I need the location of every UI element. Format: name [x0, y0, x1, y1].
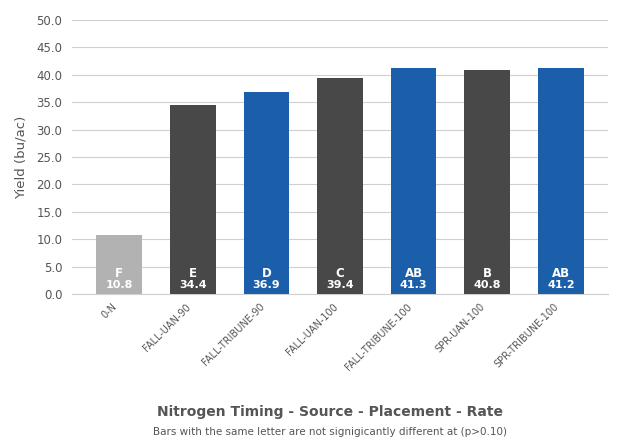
Text: D: D [262, 267, 271, 279]
Text: 41.2: 41.2 [547, 280, 574, 290]
Text: 34.4: 34.4 [179, 280, 207, 290]
Text: 39.4: 39.4 [326, 280, 354, 290]
Bar [464, 70, 510, 294]
Text: F: F [115, 267, 123, 279]
Text: Nitrogen Timing - Source - Placement - Rate: Nitrogen Timing - Source - Placement - R… [157, 405, 503, 419]
Text: E: E [189, 267, 197, 279]
Y-axis label: Yield (bu/ac): Yield (bu/ac) [15, 115, 28, 198]
Text: 41.3: 41.3 [400, 280, 427, 290]
Text: AB: AB [552, 267, 570, 279]
Bar [97, 235, 142, 294]
Text: 40.8: 40.8 [473, 280, 501, 290]
Bar [538, 68, 584, 294]
Text: Bars with the same letter are not signigicantly different at (p>0.10): Bars with the same letter are not signig… [153, 427, 507, 437]
Bar [170, 105, 216, 294]
Bar [391, 68, 437, 294]
Text: 10.8: 10.8 [105, 280, 133, 290]
Bar [317, 78, 363, 294]
Text: AB: AB [404, 267, 422, 279]
Text: 36.9: 36.9 [252, 280, 280, 290]
Text: B: B [483, 267, 492, 279]
Bar [244, 92, 289, 294]
Text: C: C [336, 267, 345, 279]
